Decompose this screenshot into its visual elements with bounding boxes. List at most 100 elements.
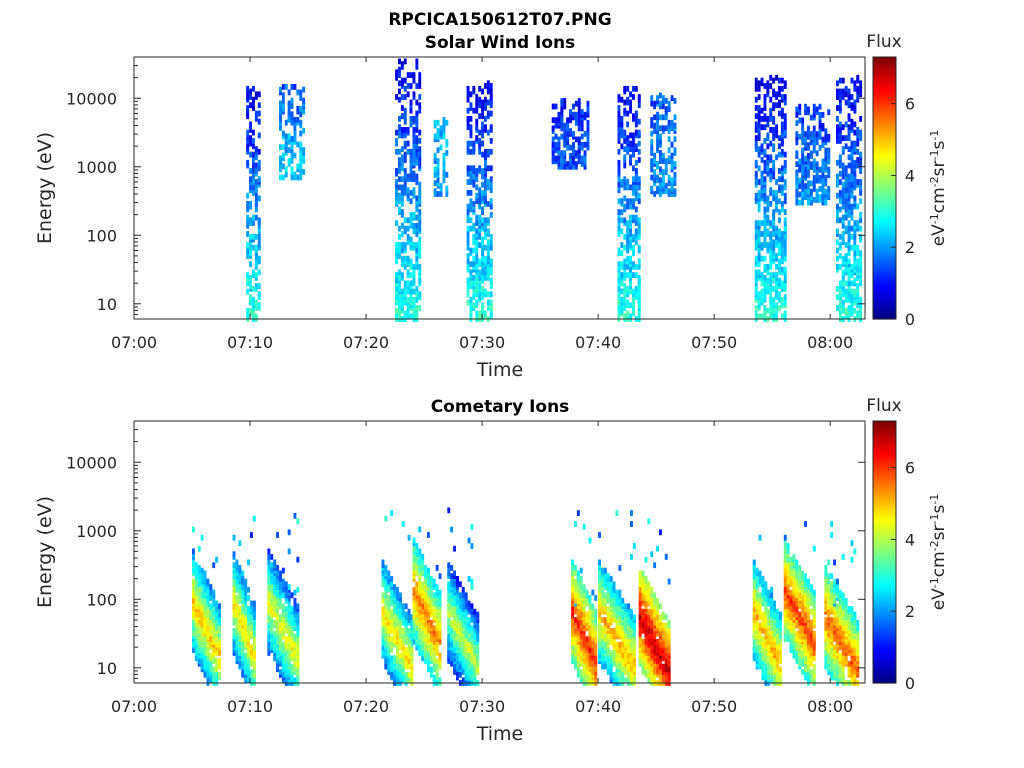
spectrogram-cell <box>442 117 446 123</box>
spectrogram-cell <box>566 161 570 167</box>
spectrogram-cell <box>798 109 802 116</box>
spectrogram-cell <box>780 201 784 207</box>
spectrogram-cell <box>238 606 242 612</box>
spectrogram-cell <box>200 567 204 574</box>
spectrogram-cell <box>853 261 857 268</box>
spectrogram-cell <box>250 644 253 651</box>
spectrogram-cell <box>458 603 462 610</box>
spectrogram-cell <box>632 299 635 306</box>
spectrogram-cell <box>281 103 285 109</box>
spectrogram-cell <box>850 102 854 109</box>
spectrogram-cell <box>284 655 288 662</box>
spectrogram-cell <box>551 136 555 143</box>
spectrogram-cell <box>415 83 419 89</box>
spectrogram-cell <box>418 77 422 84</box>
y-tick-label: 100 <box>86 226 117 245</box>
spectrogram-cell <box>407 663 411 670</box>
spectrogram-cell <box>551 125 555 132</box>
spectrogram-cell <box>406 72 410 78</box>
spectrogram-cell <box>766 121 770 128</box>
spectrogram-cell <box>235 650 239 656</box>
spectrogram-cell <box>650 185 654 192</box>
spectrogram-cell <box>757 190 761 196</box>
spectrogram-cell <box>293 125 297 131</box>
spectrogram-cell <box>484 275 487 281</box>
spectrogram-cell <box>296 141 300 148</box>
spectrogram-cell <box>850 94 854 100</box>
spectrogram-cell <box>432 674 436 681</box>
spectrogram-cell <box>836 132 839 139</box>
spectrogram-cell <box>254 179 258 185</box>
spectrogram-cell <box>194 600 198 607</box>
spectrogram-cell <box>783 286 787 292</box>
spectrogram-cell <box>436 128 440 134</box>
spectrogram-cell <box>766 85 770 92</box>
spectrogram-cell <box>287 630 291 637</box>
spectrogram-cell <box>481 190 484 196</box>
spectrogram-cell <box>574 521 577 527</box>
spectrogram-cell <box>577 136 581 143</box>
spectrogram-cell <box>403 173 407 180</box>
spectrogram-cell <box>812 103 816 110</box>
spectrogram-cell <box>484 148 487 155</box>
spectrogram-cell <box>486 250 490 257</box>
spectrogram-cell <box>634 228 638 235</box>
spectrogram-cell <box>415 222 419 229</box>
spectrogram-cell <box>400 105 404 111</box>
spectrogram-cell <box>594 655 598 662</box>
spectrogram-cell <box>476 625 480 632</box>
spectrogram-cell <box>853 159 857 166</box>
spectrogram-cell <box>450 660 454 667</box>
spectrogram-cell <box>445 191 449 197</box>
spectrogram-cell <box>601 600 604 607</box>
spectrogram-cell <box>469 190 473 196</box>
spectrogram-cell <box>257 269 261 276</box>
spectrogram-cell <box>470 650 474 656</box>
spectrogram-cell <box>566 131 570 137</box>
spectrogram-cell <box>661 95 665 101</box>
spectrogram-cell <box>257 91 261 98</box>
spectrogram-cell <box>299 130 303 137</box>
spectrogram-cell <box>438 614 442 621</box>
spectrogram-cell <box>560 125 564 132</box>
spectrogram-cell <box>401 603 405 610</box>
spectrogram-cell <box>475 220 479 226</box>
spectrogram-cell <box>623 146 627 152</box>
spectrogram-cell <box>769 231 773 237</box>
spectrogram-cell <box>601 633 604 640</box>
spectrogram-cell <box>838 206 842 213</box>
spectrogram-cell <box>197 658 201 664</box>
spectrogram-cell <box>850 294 854 300</box>
spectrogram-cell <box>412 212 416 218</box>
spectrogram-cell <box>470 655 474 662</box>
spectrogram-cell <box>436 191 440 197</box>
spectrogram-cell <box>801 199 805 206</box>
spectrogram-cell <box>623 244 627 251</box>
spectrogram-cell <box>244 625 248 632</box>
spectrogram-cell <box>215 671 219 678</box>
spectrogram-cell <box>249 168 252 174</box>
spectrogram-cell <box>775 154 778 161</box>
spectrogram-cell <box>218 625 221 632</box>
spectrogram-cell <box>415 135 419 141</box>
spectrogram-cell <box>456 655 459 662</box>
spectrogram-cell <box>415 118 419 125</box>
spectrogram-cell <box>557 161 561 167</box>
spectrogram-cell <box>473 666 477 673</box>
spectrogram-cell <box>763 159 767 166</box>
spectrogram-cell <box>281 152 285 159</box>
spectrogram-cell <box>844 225 848 232</box>
spectrogram-cell <box>821 183 825 189</box>
spectrogram-cell <box>850 302 854 309</box>
spectrogram-cell <box>757 132 761 139</box>
spectrogram-cell <box>620 296 624 303</box>
spectrogram-cell <box>772 143 776 150</box>
spectrogram-cell <box>554 117 558 124</box>
spectrogram-cell <box>673 171 677 178</box>
spectrogram-cell <box>486 148 490 155</box>
spectrogram-cell <box>754 233 758 240</box>
spectrogram-cell <box>475 192 479 199</box>
spectrogram-cell <box>418 291 422 298</box>
spectrogram-cell <box>466 283 470 289</box>
spectrogram-cell <box>574 100 578 107</box>
